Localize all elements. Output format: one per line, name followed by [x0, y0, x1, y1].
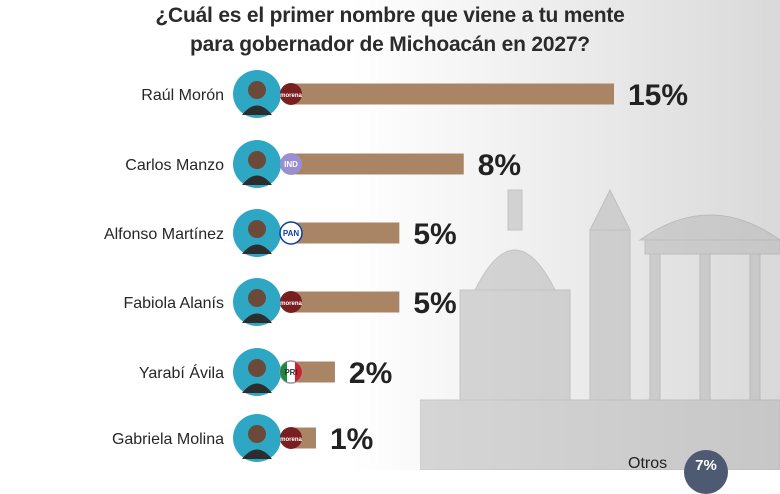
avatar-body-icon — [242, 383, 272, 393]
others-label: Otros — [628, 455, 668, 472]
avatar-head-icon — [248, 220, 266, 238]
party-logo-label: morena — [280, 437, 302, 443]
value-label: 15% — [628, 79, 688, 112]
value-label: 1% — [330, 423, 373, 456]
avatar-head-icon — [248, 425, 266, 443]
chart-title-line-2: para gobernador de Michoacán en 2027? — [190, 33, 590, 56]
category-label: Gabriela Molina — [112, 431, 224, 448]
bar — [292, 153, 464, 175]
party-logo-icon — [280, 291, 302, 313]
category-label: Yarabí Ávila — [139, 363, 224, 382]
party-logo-label: morena — [280, 93, 302, 99]
value-label: 2% — [349, 357, 392, 390]
chart-title-line-1: ¿Cuál es el primer nombre que viene a tu… — [155, 4, 625, 27]
avatar-head-icon — [248, 81, 266, 99]
value-label: 8% — [478, 149, 521, 182]
party-logo-icon — [280, 83, 302, 105]
bar — [292, 361, 335, 383]
party-logo-icon — [279, 221, 303, 245]
avatar-head-icon — [248, 359, 266, 377]
category-label: Fabiola Alanís — [123, 295, 224, 312]
value-label: 5% — [413, 218, 456, 251]
category-label: Carlos Manzo — [125, 157, 224, 174]
party-logo-green-icon — [280, 362, 287, 382]
party-logo-icon — [280, 427, 302, 449]
avatar-head-icon — [248, 151, 266, 169]
avatar-body-icon — [242, 313, 272, 323]
party-logo-icon — [280, 153, 302, 175]
avatar-body-icon — [242, 449, 272, 459]
bar — [292, 222, 400, 244]
avatar-body-icon — [242, 244, 272, 254]
background-buildings-illustration — [420, 188, 780, 470]
value-label: 5% — [413, 287, 456, 320]
avatar-body-icon — [242, 105, 272, 115]
party-logo-label: morena — [280, 301, 302, 307]
avatar-head-icon — [248, 289, 266, 307]
bar-chart: Raúl Morón morena 15% Carlos Manzo IND 8% Alfo… — [104, 70, 688, 462]
bar — [292, 83, 614, 105]
others-value-badge: 7% — [684, 450, 728, 494]
category-label: Alfonso Martínez — [104, 226, 224, 243]
party-logo-label: IND — [284, 160, 298, 169]
party-logo-red-icon — [295, 362, 302, 382]
avatar-body-icon — [242, 175, 272, 185]
party-logo-label: PAN — [283, 229, 300, 238]
category-label: Raúl Morón — [141, 87, 224, 104]
party-logo-label: PRI — [284, 368, 297, 377]
bar — [292, 291, 400, 313]
